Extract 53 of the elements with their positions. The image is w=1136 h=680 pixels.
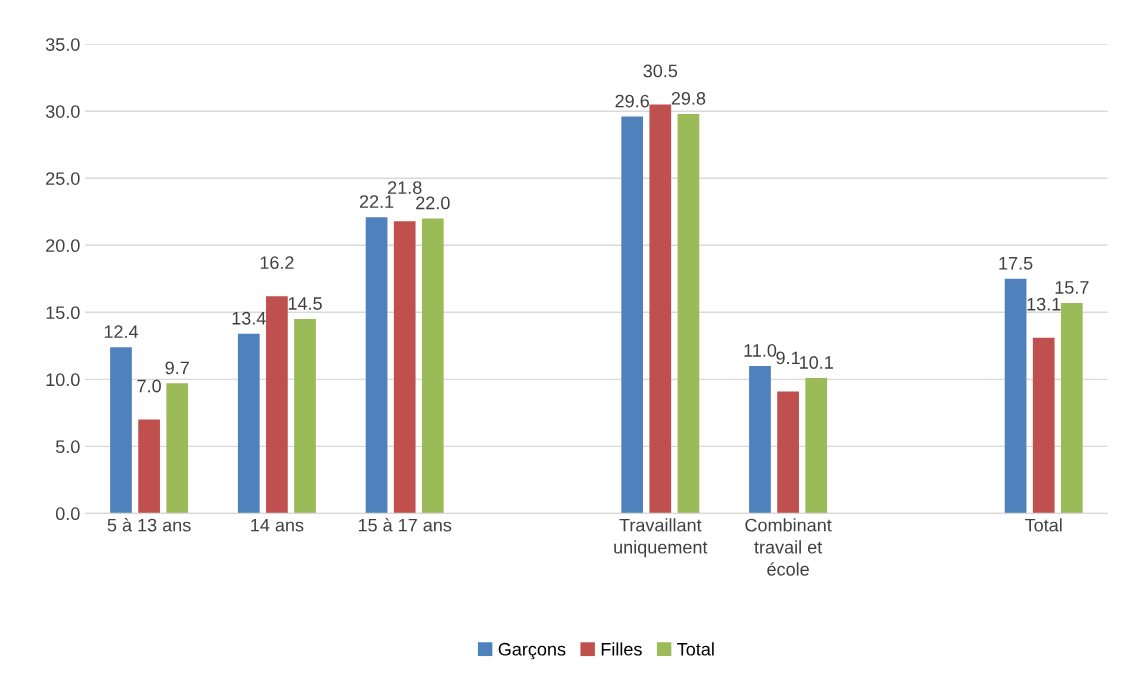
data-label: 7.0 xyxy=(137,379,161,393)
bar xyxy=(805,378,828,514)
data-label: 16.2 xyxy=(260,256,294,270)
legend-label: Filles xyxy=(601,642,642,656)
y-tick-label: 30.0 xyxy=(45,105,80,118)
bar xyxy=(621,116,644,514)
bar xyxy=(294,319,316,514)
bar xyxy=(421,218,444,514)
data-label: 11.0 xyxy=(744,344,777,357)
data-label: 13.1 xyxy=(1027,297,1061,311)
y-tick-label: 35.0 xyxy=(45,38,80,51)
data-label: 22.1 xyxy=(359,195,394,208)
bar xyxy=(138,419,160,514)
y-tick-label: 25.0 xyxy=(46,172,80,185)
bar xyxy=(110,347,132,514)
x-tick-label: 14 ans xyxy=(251,518,304,532)
bar xyxy=(777,391,799,514)
y-tick-label: 0.0 xyxy=(55,507,80,521)
data-label: 9.1 xyxy=(776,351,800,365)
x-tick-label: Combinant travail et école xyxy=(745,518,832,576)
y-tick-label: 15.0 xyxy=(46,306,80,320)
legend-label: Total xyxy=(677,642,714,656)
x-tick-label: Travaillant uniquement xyxy=(614,518,708,558)
data-label: 13.4 xyxy=(232,311,266,325)
y-tick-label: 20.0 xyxy=(46,239,80,253)
data-label: 17.5 xyxy=(999,257,1033,270)
data-label: 12.4 xyxy=(104,325,139,338)
data-label: 29.8 xyxy=(671,92,706,105)
legend-label: Garçons xyxy=(498,642,566,660)
x-tick-label: 15 à 17 ans xyxy=(358,518,452,532)
bar xyxy=(237,333,260,514)
bar xyxy=(1032,337,1055,514)
bar xyxy=(1060,302,1083,514)
bar xyxy=(166,383,189,514)
data-label: 21.8 xyxy=(388,181,422,194)
bar xyxy=(266,296,288,514)
data-label: 14.5 xyxy=(288,297,322,310)
x-tick-label: 5 à 13 ans xyxy=(107,518,191,532)
data-label: 30.5 xyxy=(643,64,678,78)
bar xyxy=(749,365,771,514)
bar xyxy=(649,104,672,514)
y-tick-label: 10.0 xyxy=(46,373,80,387)
bar xyxy=(677,113,700,514)
y-tick-label: 5.0 xyxy=(55,440,80,454)
x-tick-label: Total xyxy=(1025,518,1062,532)
data-label: 29.6 xyxy=(615,94,649,108)
bar xyxy=(1004,278,1027,514)
bar xyxy=(393,221,416,514)
data-label: 9.7 xyxy=(165,361,189,375)
data-label: 22.0 xyxy=(416,196,450,210)
data-label: 15.7 xyxy=(1055,281,1089,294)
data-label: 10.1 xyxy=(800,356,833,369)
bar xyxy=(365,217,388,514)
